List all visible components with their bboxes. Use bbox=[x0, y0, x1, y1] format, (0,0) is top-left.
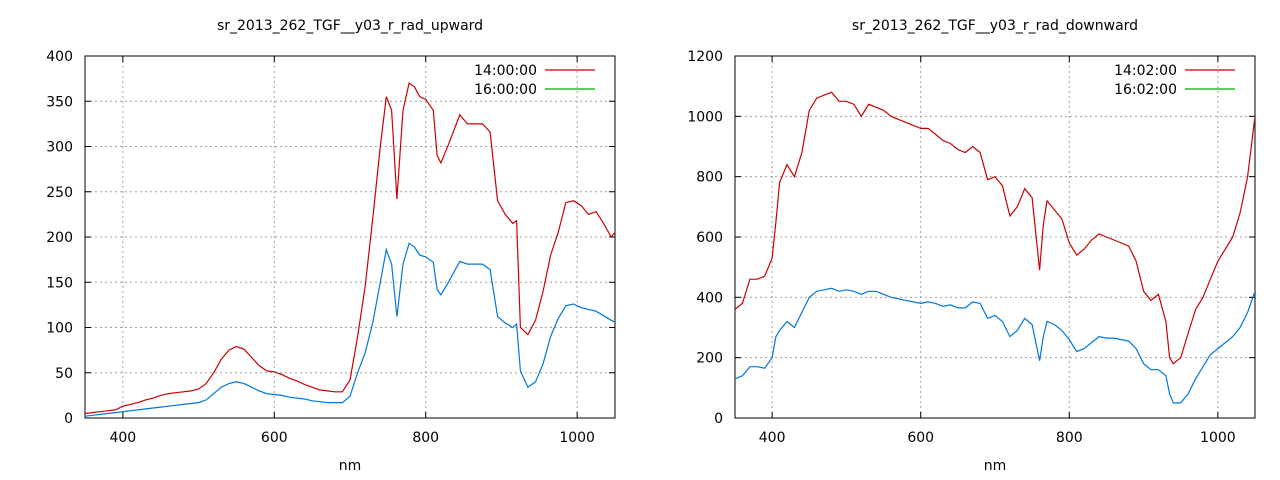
series-line-14-02-00 bbox=[735, 91, 1255, 365]
y-tick-label: 150 bbox=[46, 275, 73, 291]
chart-title: sr_2013_262_TGF__y03_r_rad_downward bbox=[852, 18, 1138, 34]
y-tick-label: 0 bbox=[714, 411, 723, 427]
x-tick-label: 1000 bbox=[1200, 430, 1236, 446]
y-tick-label: 400 bbox=[46, 49, 73, 65]
x-tick-label: 800 bbox=[412, 430, 439, 446]
x-tick-label: 600 bbox=[261, 430, 288, 446]
x-tick-label: 400 bbox=[759, 430, 786, 446]
y-tick-label: 0 bbox=[64, 411, 73, 427]
y-tick-label: 400 bbox=[696, 290, 723, 306]
y-tick-label: 800 bbox=[696, 170, 723, 186]
legend-label: 14:02:00 bbox=[1114, 63, 1177, 79]
chart-2: sr_2013_262_TGF__y03_r_rad_downward 400 60… bbox=[687, 18, 1256, 474]
x-tick-label: 600 bbox=[907, 430, 934, 446]
y-tick-label: 50 bbox=[55, 366, 73, 382]
x-axis-label: nm bbox=[339, 458, 362, 474]
x-axis-label: nm bbox=[984, 458, 1007, 474]
series-line-14-00-00 bbox=[85, 82, 615, 415]
y-tick-label: 300 bbox=[46, 140, 73, 156]
y-tick-label: 250 bbox=[46, 185, 73, 201]
y-tick-label: 1200 bbox=[687, 49, 723, 65]
y-tick-label: 350 bbox=[46, 94, 73, 110]
legend-label: 14:00:00 bbox=[474, 63, 537, 79]
y-tick-label: 600 bbox=[696, 230, 723, 246]
x-tick-label: 800 bbox=[1056, 430, 1083, 446]
x-tick-label: 400 bbox=[109, 430, 136, 446]
y-tick-label: 200 bbox=[46, 230, 73, 246]
series-line-16-00-00 bbox=[85, 242, 615, 417]
y-tick-label: 100 bbox=[46, 321, 73, 337]
chart-title: sr_2013_262_TGF__y03_r_rad_upward bbox=[217, 18, 483, 34]
y-tick-label: 1000 bbox=[687, 109, 723, 125]
series-line-16-02-00 bbox=[735, 287, 1255, 404]
y-tick-label: 200 bbox=[696, 351, 723, 367]
x-tick-label: 1000 bbox=[559, 430, 595, 446]
legend-label: 16:02:00 bbox=[1114, 82, 1177, 98]
legend-label: 16:00:00 bbox=[474, 82, 537, 98]
chart-1: sr_2013_262_TGF__y03_r_rad_upward 400 600 8… bbox=[46, 18, 616, 474]
